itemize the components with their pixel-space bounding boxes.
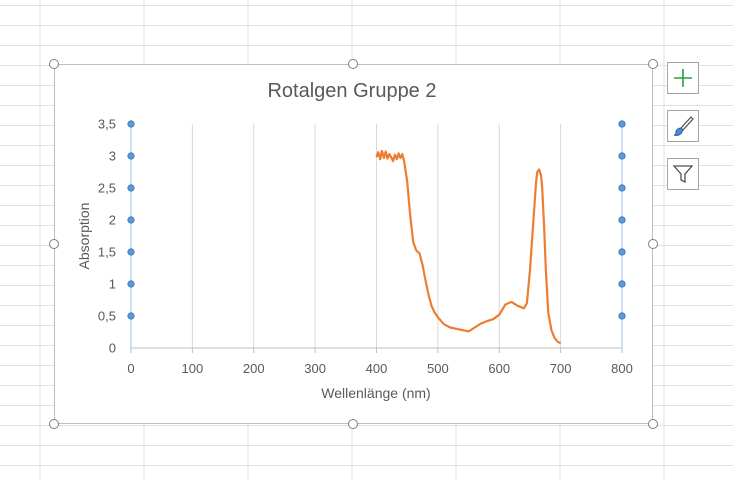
resize-handle-left[interactable]	[49, 239, 59, 249]
resize-handle-top[interactable]	[348, 59, 358, 69]
resize-handle-bottom-right[interactable]	[648, 419, 658, 429]
gridline-selection-point[interactable]	[127, 120, 135, 128]
chart-title[interactable]: Rotalgen Gruppe 2	[267, 80, 436, 102]
chart-filters-button[interactable]	[667, 158, 699, 190]
gridline-selection-point[interactable]	[618, 312, 626, 320]
x-tick-label: 600	[488, 361, 510, 376]
resize-handle-top-right[interactable]	[648, 59, 658, 69]
chart-styles-button[interactable]	[667, 110, 699, 142]
gridline-selection-point[interactable]	[127, 248, 135, 256]
x-tick-label: 400	[366, 361, 388, 376]
resize-handle-right[interactable]	[648, 239, 658, 249]
x-tick-label: 200	[243, 361, 265, 376]
resize-handle-top-left[interactable]	[49, 59, 59, 69]
gridline-selection-point[interactable]	[618, 248, 626, 256]
gridline-selection-point[interactable]	[127, 184, 135, 192]
resize-handle-bottom[interactable]	[348, 419, 358, 429]
y-tick-label: 3,5	[98, 117, 116, 132]
y-tick-label: 0,5	[98, 309, 116, 324]
x-axis-title[interactable]: Wellenlänge (nm)	[321, 385, 430, 401]
gridline-selection-point[interactable]	[127, 280, 135, 288]
resize-handle-bottom-left[interactable]	[49, 419, 59, 429]
x-tick-label: 700	[550, 361, 572, 376]
paintbrush-icon	[673, 116, 694, 136]
gridline-selection-point[interactable]	[127, 216, 135, 224]
y-axis-title[interactable]: Absorption	[76, 203, 92, 270]
funnel-icon	[672, 165, 694, 184]
gridline-selection-point[interactable]	[618, 184, 626, 192]
y-tick-label: 2	[109, 213, 116, 228]
x-tick-label: 300	[304, 361, 326, 376]
gridline-selection-point[interactable]	[618, 120, 626, 128]
gridline-selection-point[interactable]	[618, 152, 626, 160]
chart-area[interactable]	[54, 64, 653, 424]
gridline-selection-point[interactable]	[618, 280, 626, 288]
y-tick-label: 0	[109, 341, 116, 356]
x-tick-label: 0	[127, 361, 134, 376]
y-tick-label: 3	[109, 149, 116, 164]
chart-elements-button[interactable]	[667, 62, 699, 94]
series-line[interactable]	[375, 149, 562, 345]
gridline-selection-point[interactable]	[618, 216, 626, 224]
plus-icon	[674, 69, 692, 87]
gridline-selection-point[interactable]	[127, 152, 135, 160]
y-tick-label: 2,5	[98, 181, 116, 196]
y-tick-label: 1	[109, 277, 116, 292]
gridline-selection-point[interactable]	[127, 312, 135, 320]
x-tick-label: 100	[182, 361, 204, 376]
y-tick-label: 1,5	[98, 245, 116, 260]
x-tick-label: 800	[611, 361, 633, 376]
x-tick-label: 500	[427, 361, 449, 376]
